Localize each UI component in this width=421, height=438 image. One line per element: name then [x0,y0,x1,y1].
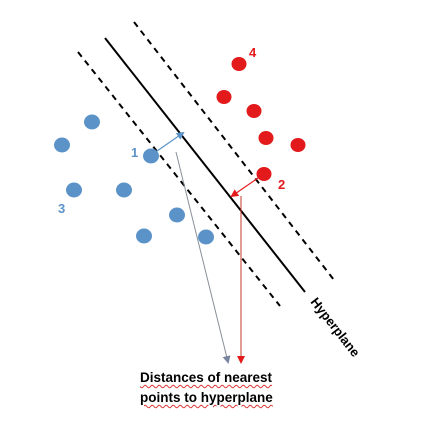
red-point [258,131,274,145]
blue-point [169,207,185,223]
red-point [290,138,306,152]
caption-line-1: Distances of nearest [140,370,273,385]
hyperplane-label: Hyperplane [308,295,363,360]
margin-line-lower [77,51,281,307]
blue-point-support [143,148,159,164]
blue-class-points [54,114,214,245]
blue-point [198,229,214,245]
label-3: 3 [58,201,65,216]
blue-point [116,182,132,198]
red-point [231,57,247,71]
label-1: 1 [131,145,138,160]
red-distance-arrow [230,177,259,198]
red-class-points [216,57,306,181]
caption-line-2: points to hyperplane [140,390,273,405]
blue-point [136,228,152,244]
blue-point [66,182,82,198]
label-4: 4 [249,45,257,60]
label-2: 2 [278,177,285,192]
blue-point [54,137,70,153]
red-point-support [256,167,272,181]
hyperplane-line [104,37,306,293]
red-point [246,104,262,118]
grey-pointer-arrow [175,151,231,364]
blue-point [84,114,100,130]
red-point [216,90,232,104]
blue-distance-arrow [156,131,185,152]
caption: Distances of nearest points to hyperplan… [140,368,320,408]
